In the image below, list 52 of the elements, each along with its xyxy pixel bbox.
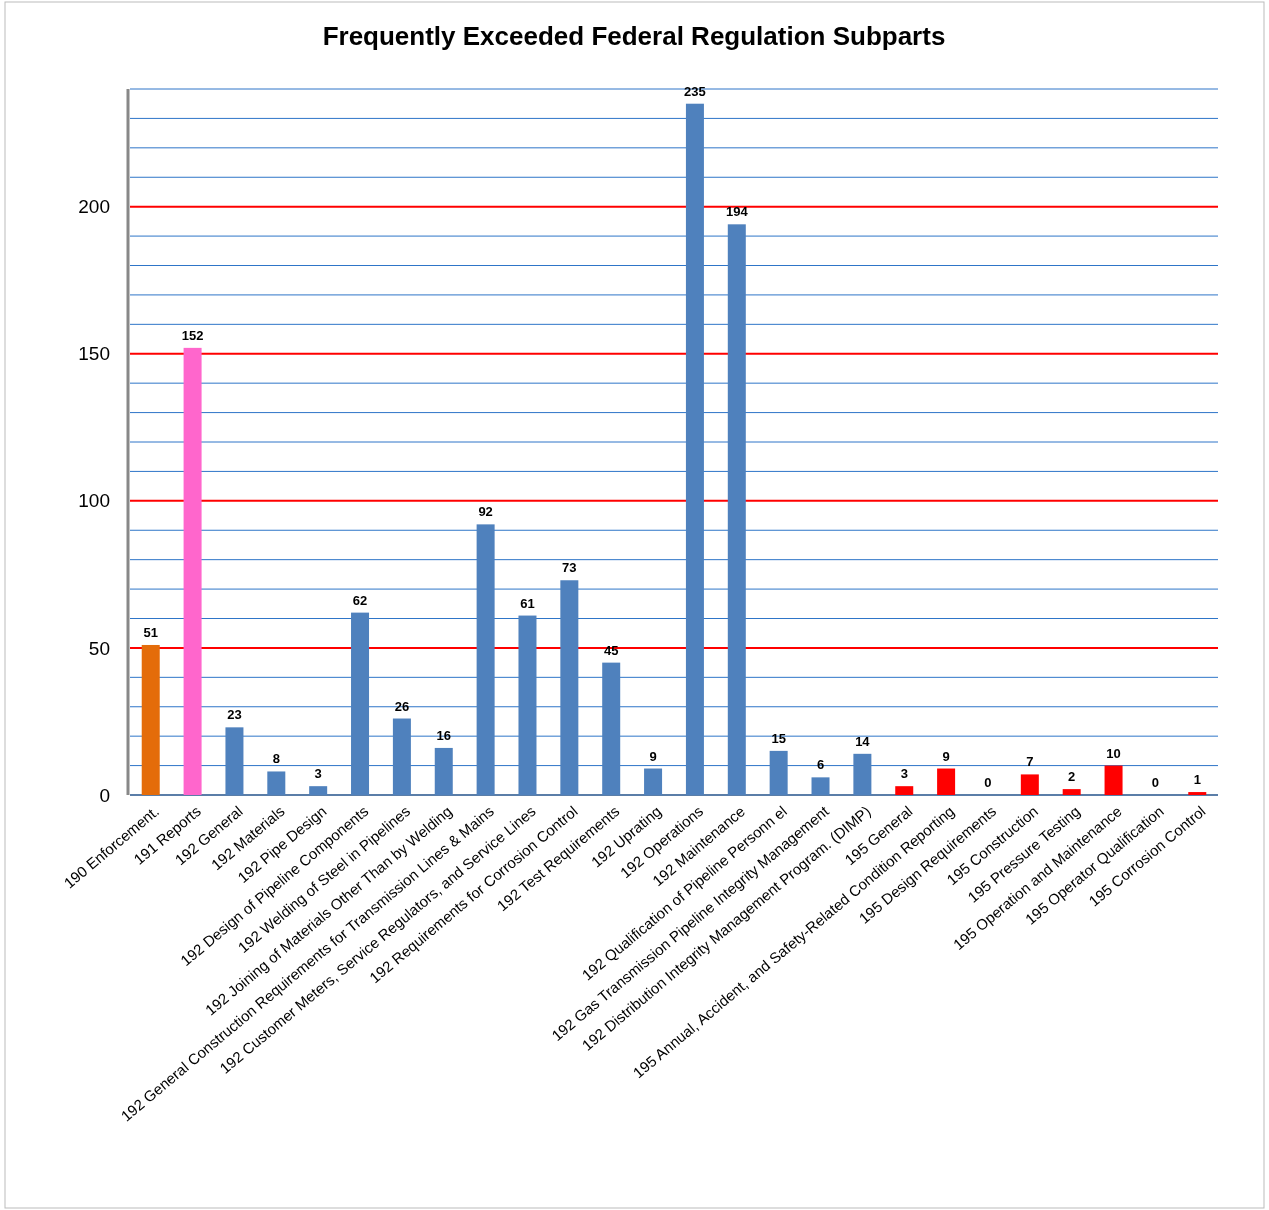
bar — [309, 786, 328, 795]
data-label: 23 — [227, 707, 242, 723]
y-tick-label: 0 — [99, 784, 110, 806]
data-label: 92 — [478, 504, 493, 520]
data-label: 3 — [314, 766, 322, 782]
bar — [853, 753, 872, 795]
y-tick-label: 100 — [78, 490, 110, 512]
bar — [1104, 765, 1123, 795]
bar — [351, 612, 370, 795]
bar — [1188, 792, 1207, 795]
data-label: 9 — [942, 748, 950, 764]
bar — [183, 347, 202, 795]
data-label: 62 — [352, 592, 368, 608]
bar — [685, 103, 704, 795]
bar — [560, 580, 579, 795]
data-label: 0 — [1151, 775, 1160, 790]
y-tick-label: 200 — [78, 196, 110, 218]
bar — [769, 750, 788, 795]
bar — [811, 777, 830, 795]
data-label: 194 — [725, 204, 749, 220]
bar — [434, 747, 453, 795]
bar — [141, 644, 160, 795]
y-tick-label: 50 — [88, 637, 110, 659]
data-label: 73 — [562, 560, 577, 576]
data-label: 8 — [272, 751, 280, 767]
data-label: 235 — [684, 83, 706, 99]
data-label: 10 — [1106, 745, 1121, 761]
data-label: 16 — [436, 727, 451, 743]
bar — [1020, 774, 1039, 795]
bar — [644, 768, 663, 795]
data-label: 1 — [1193, 772, 1201, 788]
bar — [476, 524, 495, 795]
bar — [392, 718, 411, 795]
data-label: 3 — [900, 766, 908, 782]
bar — [225, 727, 244, 795]
bar — [267, 771, 286, 795]
bar — [895, 786, 914, 795]
bar — [937, 768, 956, 795]
data-label: 9 — [649, 748, 657, 764]
bar — [727, 224, 746, 795]
data-label: 61 — [520, 595, 535, 611]
bar — [518, 615, 537, 795]
bar — [1062, 789, 1081, 795]
data-label: 0 — [984, 775, 992, 790]
data-label: 51 — [143, 624, 158, 640]
bar — [602, 662, 621, 795]
data-label: 14 — [855, 733, 871, 749]
data-label: 2 — [1068, 769, 1076, 785]
data-label: 15 — [771, 730, 786, 746]
chart-title: Frequently Exceeded Federal Regulation Subparts — [322, 21, 946, 51]
data-label: 152 — [181, 327, 204, 343]
y-tick-label: 150 — [78, 343, 110, 365]
